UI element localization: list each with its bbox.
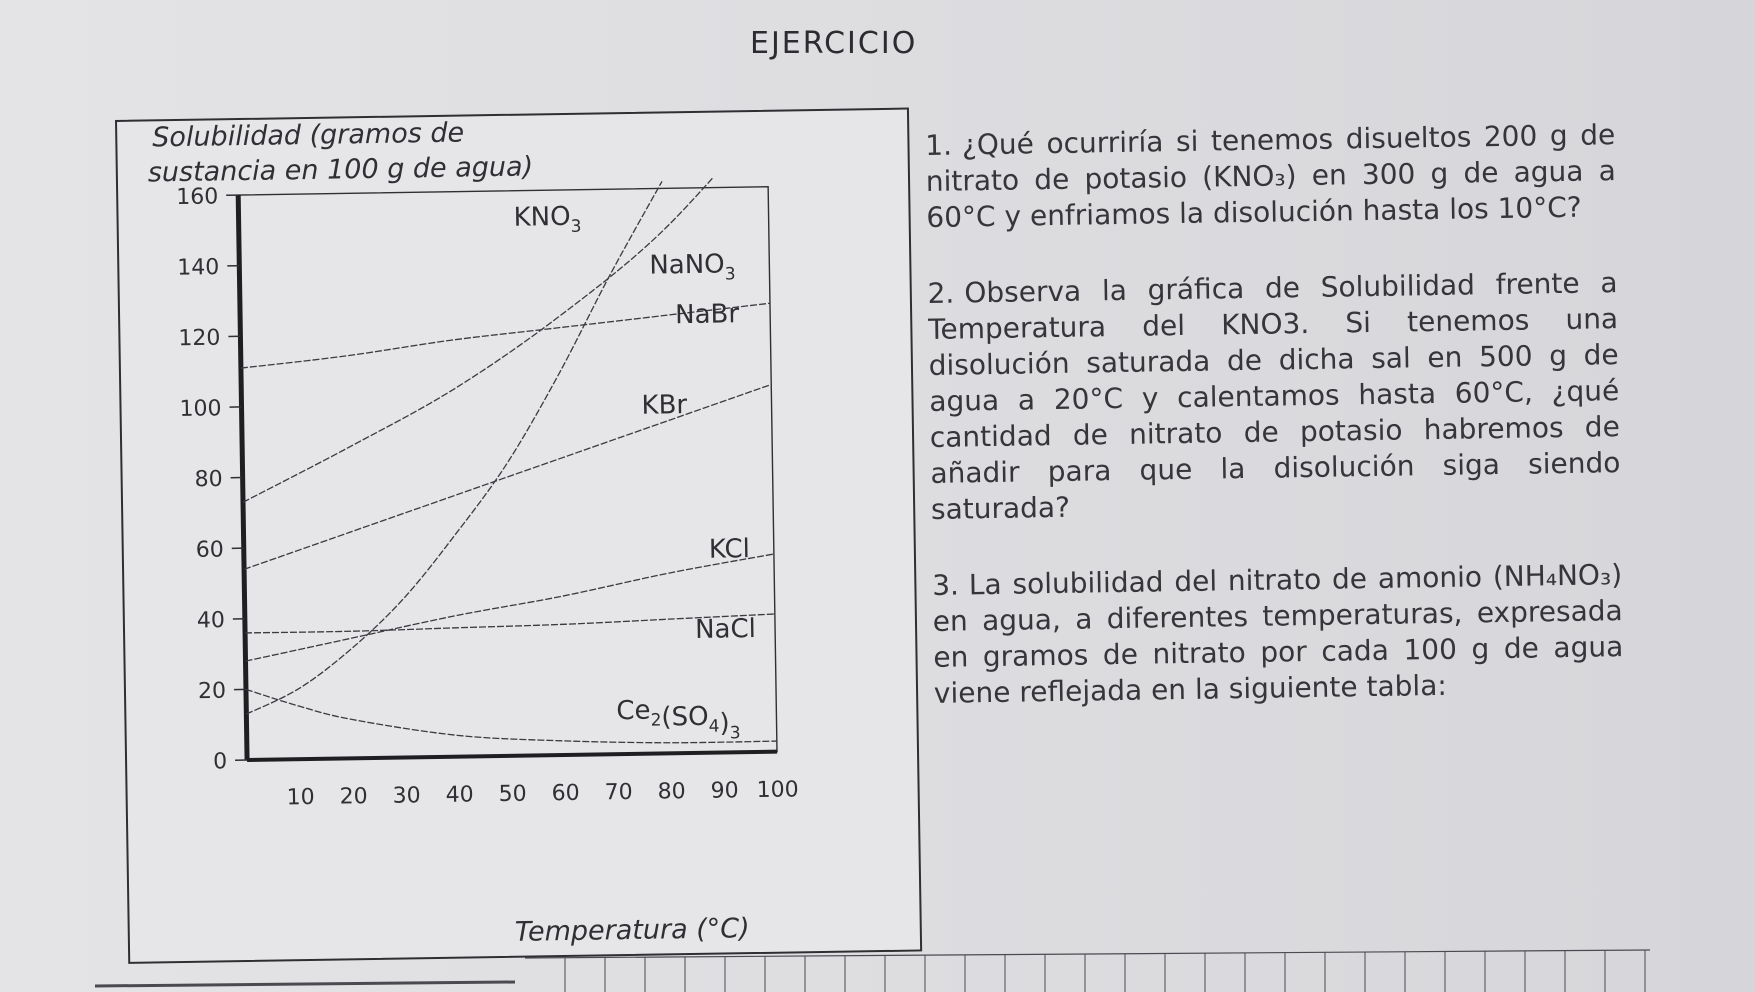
y-tick-label-100: 100 [179,396,221,422]
curves-group [240,176,777,744]
x-tick-label-10: 10 [286,785,314,810]
y-tick-label-60: 60 [196,537,224,562]
x-tick-label-40: 40 [445,782,473,807]
y-tick-label-80: 80 [194,467,222,492]
questions-panel: 1. ¿Qué ocurriría si tenemos disueltos 20… [925,117,1625,752]
x-axis-line [247,749,778,763]
curve-nacl [245,613,775,634]
y-tick-label-140: 140 [177,255,219,281]
x-tick-label-60: 60 [551,781,579,806]
question-1-number: 1. [925,128,953,162]
x-tick-label-70: 70 [604,780,632,805]
curve-ce2-so4-3 [245,688,777,744]
x-tick-label-100: 100 [756,777,798,803]
series-label-kno3: KNO3 [513,202,581,238]
question-3-text: La solubilidad del nitrato de amonio (NH… [932,558,1624,710]
table-grid-line [95,980,516,988]
curve-kno3 [246,180,663,715]
plot-area: 0 20 40 60 80 100 120 140 160 10 20 30 40 50 60 70 80 90 1… [176,176,799,810]
x-tick-label-90: 90 [710,778,738,803]
question-2-number: 2. [927,276,955,310]
y-axis-label-line-2: sustancia en 100 g de agua) [148,151,534,188]
series-label-kcl: KCl [709,534,750,565]
solubility-chart: Solubilidad (gramos de sustancia en 100 … [115,107,923,964]
series-label-kbr: KBr [641,390,687,421]
question-3-number: 3. [931,568,960,602]
page-title: EJERCICIO [750,26,918,61]
y-tick-label-0: 0 [213,749,227,774]
x-tick-label-30: 30 [392,783,420,808]
question-2: 2. Observa la gráfica de Solubilidad fren… [927,265,1621,528]
question-2-text: Observa la gráfica de Solubilidad frente… [927,266,1621,526]
series-label-nabr: NaBr [675,299,740,330]
x-tick-label-20: 20 [339,784,367,809]
y-tick-label-40: 40 [197,608,225,633]
series-label-ce2-so4-3: Ce2(SO4)3 [616,694,741,745]
table-grid-top [95,949,1651,992]
x-axis-label: Temperatura (°C) [515,913,750,948]
curve-nabr [240,302,771,369]
curve-nano3 [242,176,768,503]
table-grid-line [524,949,1651,959]
y-axis-label-line-1: Solubilidad (gramos de [152,118,464,154]
chart-canvas: Solubilidad (gramos de sustancia en 100 … [148,118,799,948]
y-tick-label-20: 20 [198,679,226,704]
question-1-text: ¿Qué ocurriría si tenemos disueltos 200 … [925,118,1617,234]
y-tick-label-120: 120 [178,326,220,352]
x-tick-label-50: 50 [498,782,526,807]
series-label-nacl: NaCl [695,614,756,645]
y-tick-label-160: 160 [176,184,218,210]
series-label-nano3: NaNO3 [649,249,736,285]
question-1: 1. ¿Qué ocurriría si tenemos disueltos 20… [925,117,1617,236]
question-3: 3. La solubilidad del nitrato de amonio (… [932,557,1624,712]
curve-kbr [243,383,772,570]
x-tick-label-80: 80 [657,779,685,804]
curve-kcl [245,553,775,662]
